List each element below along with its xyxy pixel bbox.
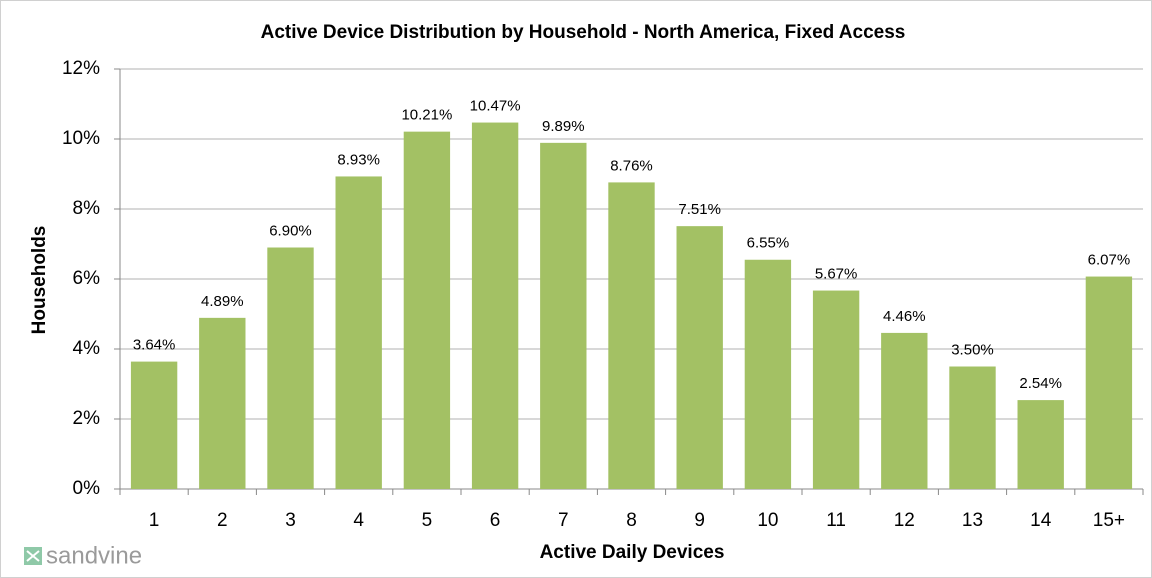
bar — [744, 259, 792, 489]
y-axis-label: Households — [29, 226, 50, 335]
value-label: 4.89% — [201, 293, 244, 310]
bar — [403, 131, 451, 489]
value-label: 3.50% — [951, 341, 994, 358]
x-tick-label: 13 — [962, 510, 983, 531]
bar — [608, 182, 655, 489]
y-tick-label: 6% — [73, 268, 101, 289]
y-tick-label: 2% — [73, 408, 101, 429]
x-tick-label: 6 — [490, 510, 501, 531]
y-tick-label: 4% — [73, 338, 101, 359]
x-tick-label: 7 — [558, 510, 569, 531]
chart-title: Active Device Distribution by Household … — [261, 22, 906, 43]
x-tick-label: 2 — [217, 510, 228, 531]
y-tick-label: 12% — [62, 58, 100, 79]
x-tick-label: 8 — [626, 510, 637, 531]
x-tick-label: 15+ — [1093, 510, 1125, 531]
x-axis-label: Active Daily Devices — [540, 542, 725, 563]
value-label: 9.89% — [542, 118, 585, 135]
value-label: 5.67% — [815, 266, 858, 283]
value-label: 6.90% — [269, 222, 312, 239]
bar — [540, 142, 587, 489]
value-label: 8.93% — [337, 151, 380, 168]
y-tick-label: 0% — [73, 478, 101, 499]
bar — [130, 361, 178, 489]
bar — [812, 290, 860, 489]
x-tick-label: 9 — [694, 510, 705, 531]
x-tick-label: 3 — [285, 510, 296, 531]
y-tick-label: 10% — [62, 128, 100, 149]
bar — [1017, 400, 1064, 489]
value-label: 3.64% — [133, 337, 176, 354]
y-tick-label: 8% — [73, 198, 101, 219]
bar — [199, 317, 246, 489]
value-label: 10.21% — [401, 107, 452, 124]
bar — [676, 226, 723, 489]
value-label: 4.46% — [883, 308, 926, 325]
x-tick-label: 4 — [353, 510, 364, 531]
x-tick-label: 12 — [894, 510, 915, 531]
x-tick-label: 10 — [757, 510, 778, 531]
bar — [881, 332, 928, 489]
value-label: 6.55% — [747, 235, 790, 252]
bar — [471, 122, 519, 490]
bar — [949, 366, 996, 489]
x-tick-label: 14 — [1030, 510, 1052, 531]
bar — [267, 247, 314, 489]
x-tick-label: 11 — [826, 510, 846, 531]
x-tick-label: 1 — [149, 510, 160, 531]
bar — [335, 176, 382, 489]
logo-icon-mark — [26, 550, 40, 562]
watermark: sandvine — [46, 542, 142, 569]
value-label: 6.07% — [1088, 252, 1131, 269]
value-label: 8.76% — [610, 157, 653, 174]
value-label: 10.47% — [470, 98, 521, 115]
x-tick-label: 5 — [422, 510, 433, 531]
value-label: 7.51% — [678, 201, 721, 218]
bar — [1085, 276, 1133, 489]
value-label: 2.54% — [1019, 375, 1062, 392]
